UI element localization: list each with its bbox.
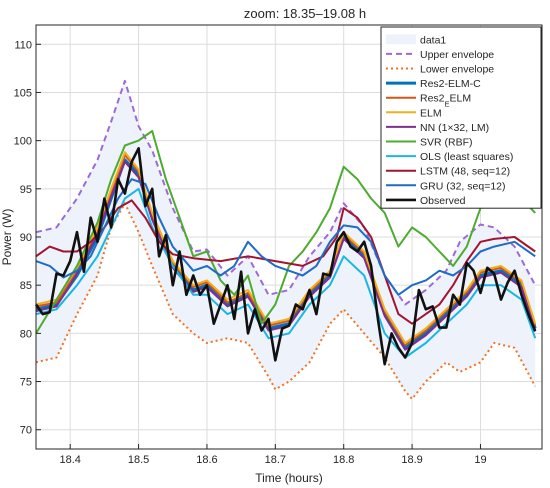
legend-label: Res2EELM — [420, 93, 471, 109]
x-axis-label: Time (hours) — [255, 471, 323, 485]
series-line-observed — [34, 147, 537, 366]
legend-label: LSTM (48, seq=12) — [420, 166, 510, 178]
legend-label: ELM — [420, 107, 442, 119]
y-tick-label: 75 — [20, 377, 32, 389]
y-tick-label: 110 — [14, 39, 32, 51]
x-tick-label: 18.9 — [401, 454, 422, 466]
x-tick-label: 19 — [474, 454, 486, 466]
x-tick-label: 18.7 — [265, 454, 286, 466]
x-tick-label: 18.5 — [128, 454, 149, 466]
legend-label: Observed — [420, 195, 466, 207]
y-tick-label: 100 — [14, 136, 32, 148]
y-tick-label: 95 — [20, 184, 32, 196]
band-data1 — [36, 80, 536, 399]
legend-label: OLS (least squares) — [420, 151, 513, 163]
legend-label: SVR (RBF) — [420, 137, 473, 149]
x-tick-label: 18.6 — [196, 454, 217, 466]
chart-legend: data1 Upper envelope Lower envelope Res2-EL… — [380, 26, 542, 209]
x-tick-label: 18.8 — [333, 454, 354, 466]
legend-label: Res2-ELM-C — [420, 78, 481, 90]
x-tick-label: 18.4 — [59, 454, 80, 466]
series-lines — [34, 79, 537, 400]
y-axis-ticks: 70 75 80 85 90 95 100 105 110 — [14, 39, 41, 437]
legend-label-suffix: ELM — [450, 93, 472, 105]
series-line-svr-rbf — [35, 130, 536, 334]
legend-label: NN (1×32, LM) — [420, 122, 489, 134]
legend-label-subscript: E — [445, 99, 450, 108]
legend-label: Upper envelope — [420, 49, 494, 61]
series-line-lower-envelope — [35, 202, 537, 400]
chart-title: zoom: 18.35–19.08 h — [244, 6, 366, 21]
legend-label: GRU (32, seq=12) — [420, 180, 506, 192]
legend-box — [380, 26, 542, 209]
legend-swatch — [386, 34, 416, 45]
y-tick-label: 80 — [20, 328, 32, 340]
legend-label: Lower envelope — [420, 64, 494, 76]
series-line-upper-envelope — [35, 79, 537, 306]
series-line-ols-least-squares — [35, 187, 537, 359]
legend-label: data1 — [420, 34, 446, 46]
y-tick-label: 70 — [20, 425, 32, 437]
y-axis-label: Power (W) — [0, 209, 14, 266]
x-axis-ticks: 18.4 18.5 18.6 18.7 18.8 18.9 19 — [59, 444, 487, 466]
envelope-band — [36, 80, 536, 399]
y-tick-label: 85 — [20, 280, 32, 292]
y-tick-label: 90 — [20, 232, 32, 244]
y-tick-label: 105 — [14, 87, 32, 99]
